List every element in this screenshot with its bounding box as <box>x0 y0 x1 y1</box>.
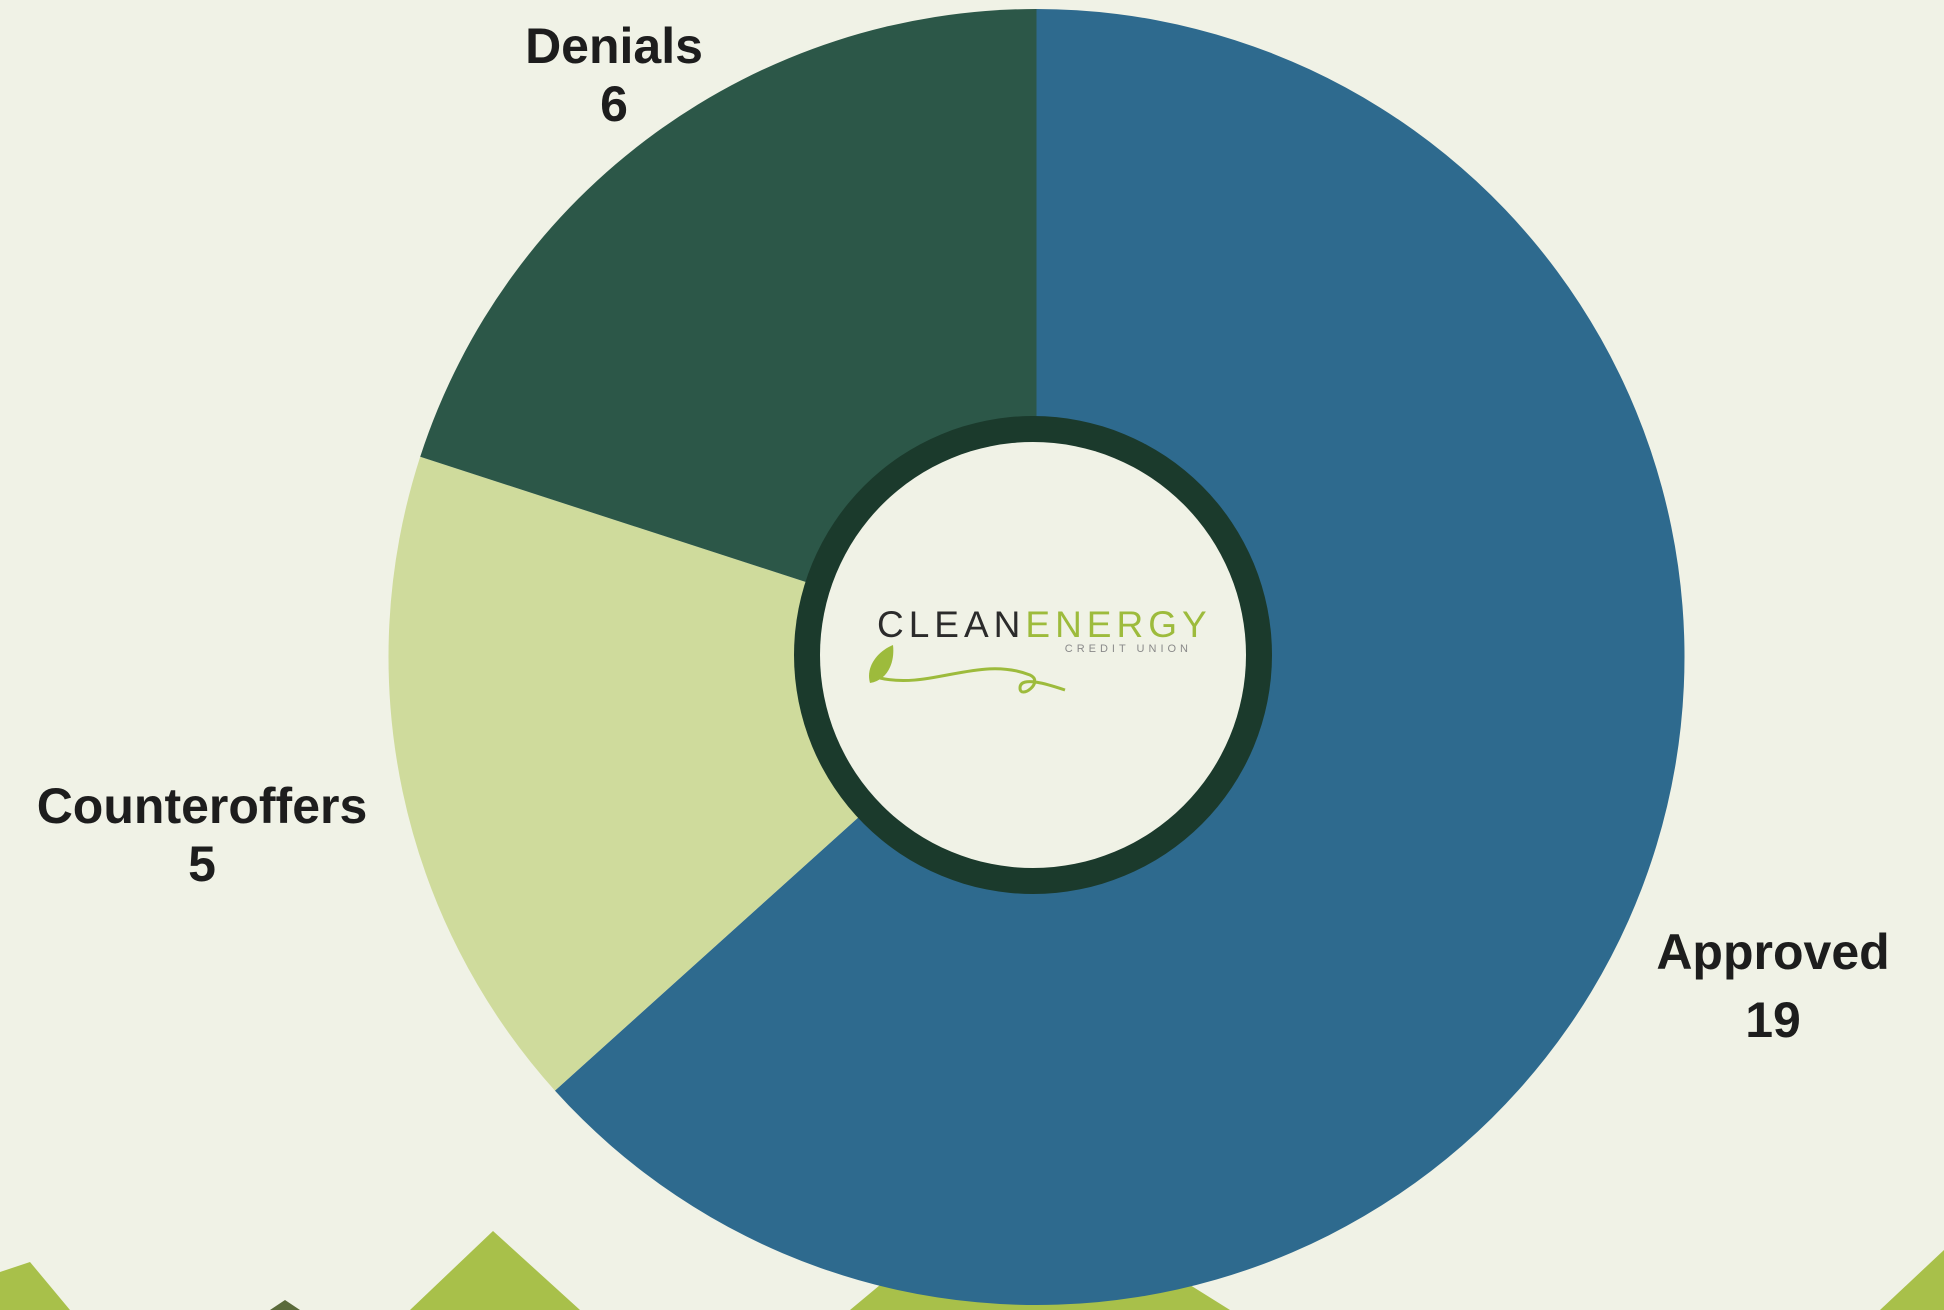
logo-word-energy: ENERGY <box>1025 604 1211 645</box>
slice-value: 5 <box>188 836 216 892</box>
logo-word-clean: CLEAN <box>877 604 1025 645</box>
slice-value: 6 <box>600 76 628 132</box>
slice-label: Denials <box>525 18 703 74</box>
chart: CLEANENERGY CREDIT UNION Approved 19 Count… <box>0 0 1944 1310</box>
page: CLEANENERGY CREDIT UNION Approved 19 Count… <box>0 0 1944 1310</box>
logo-subtitle: CREDIT UNION <box>1065 643 1192 655</box>
slice-label: Counteroffers <box>37 778 368 834</box>
slice-label: Approved <box>1656 924 1889 980</box>
logo-word: CLEANENERGY <box>877 604 1212 645</box>
slice-value: 19 <box>1745 992 1801 1048</box>
